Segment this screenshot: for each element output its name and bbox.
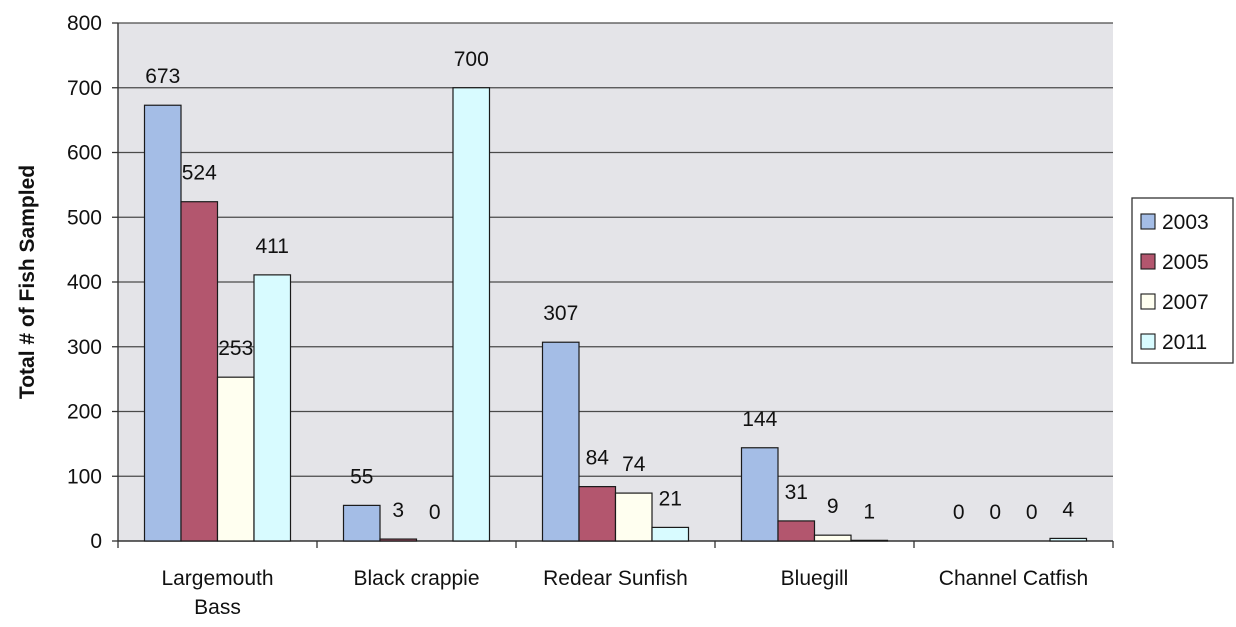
bar-2011 [452,87,491,542]
data-label: 31 [785,481,808,504]
y-tick-label: 300 [67,336,102,359]
legend: 2003 2005 2007 2011 [1131,197,1234,364]
data-label: 307 [543,302,578,325]
bar-2003 [342,504,381,542]
data-label: 0 [429,501,441,524]
legend-label: 2011 [1162,331,1207,354]
data-label: 74 [622,453,646,476]
x-category-label: Largemouth [161,567,273,590]
y-tick-label: 800 [67,12,102,35]
legend-swatch-2003 [1140,213,1156,230]
bar-2011 [651,526,690,542]
x-category-label: Bluegill [781,567,849,590]
data-label: 55 [350,465,373,488]
data-label: 9 [827,495,839,518]
y-tick-label: 600 [67,142,102,165]
data-label: 700 [454,48,489,71]
y-tick-label: 100 [67,465,102,488]
legend-swatch-2011 [1140,333,1156,350]
x-axis: Largemouth Bass Black crappie Redear Sunfis… [117,540,1114,619]
bar-2003 [740,447,779,542]
y-tick-label: 200 [67,401,102,424]
data-label: 144 [742,408,777,431]
data-label: 84 [586,447,610,470]
bar-2005 [379,538,418,542]
bar-2005 [180,201,219,542]
bar-2007 [216,376,255,542]
legend-label: 2005 [1162,251,1209,274]
data-label: 0 [953,501,965,524]
legend-label: 2003 [1162,211,1209,234]
bars [143,87,1088,542]
x-category-label: Black crappie [353,567,479,590]
legend-swatch-2005 [1140,253,1156,270]
data-label: 411 [256,235,289,258]
y-axis: 0 100 200 300 400 500 600 700 800 [67,12,119,553]
data-label: 21 [659,487,682,510]
x-category-label: Channel Catfish [939,567,1088,590]
bar-2003 [541,341,580,542]
data-label: 253 [218,337,253,360]
data-label: 4 [1062,498,1074,521]
legend-label: 2007 [1162,291,1209,314]
bar-2005 [578,486,617,542]
data-label: 3 [392,499,404,522]
data-label: 524 [182,162,217,185]
legend-swatch-2007 [1140,293,1156,310]
bar-2005 [777,520,816,542]
data-label: 0 [1026,501,1038,524]
bar-2011 [850,539,889,542]
bar-2011 [1049,537,1088,542]
data-label: 673 [145,65,180,88]
bar-2007 [813,534,852,542]
y-tick-label: 700 [67,77,102,100]
data-label: 0 [989,501,1001,524]
bar-2007 [614,492,653,542]
y-tick-label: 0 [90,530,102,553]
x-category-label: Redear Sunfish [543,567,688,590]
bar-2003 [143,104,182,542]
bar-2011 [253,274,292,542]
y-axis-title: Total # of Fish Sampled [16,165,39,399]
data-label: 1 [863,500,875,523]
x-category-label: Bass [194,596,241,619]
y-tick-label: 500 [67,206,102,229]
y-tick-label: 400 [67,271,102,294]
data-labels: 673 55 307 144 0 524 3 84 31 0 253 0 74 9 0 411 700 21 1 4 [145,48,1074,524]
